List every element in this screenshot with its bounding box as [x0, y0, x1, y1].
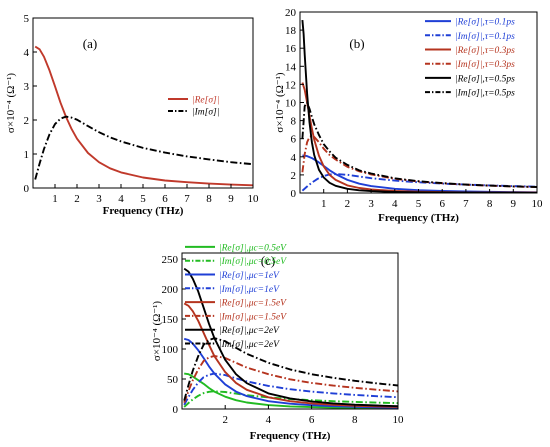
x-tick-label: 5 — [140, 193, 146, 205]
legend-label-6: |Re[σ]|,μc=2eV — [219, 326, 280, 336]
y-tick-label: 12 — [285, 79, 296, 91]
legend-label-5: |Im[σ]|,τ=0.5ps — [455, 89, 515, 99]
x-tick-label: 7 — [463, 198, 469, 210]
series-line-5 — [301, 101, 537, 188]
plot-frame — [32, 17, 254, 189]
legend-label-4: |Re[σ]|,μc=1.5eV — [219, 299, 287, 309]
y-tick-label: 2 — [24, 115, 30, 127]
x-axis-label: Frequency (THz) — [250, 430, 331, 442]
legend: |Re[σ]|,τ=0.1ps |Im[σ]|,τ=0.1ps |Re[σ]|,τ=… — [425, 18, 515, 99]
series-line-7 — [183, 337, 398, 401]
legend-label-3: |Im[σ]|,μc=1eV — [219, 285, 280, 295]
legend: |Re[σ]|,μc=0.5eV |Im[σ]|,μc=0.5eV |Re[σ]|,… — [185, 243, 287, 350]
series-group — [34, 45, 253, 187]
x-tick-label: 1 — [52, 193, 58, 205]
panel-label: (c) — [261, 253, 275, 268]
series-group — [183, 267, 398, 409]
legend-label-3: |Im[σ]|,τ=0.3ps — [455, 60, 515, 70]
x-tick-label: 3 — [96, 193, 102, 205]
legend-label-4: |Re[σ]|,τ=0.5ps — [455, 74, 515, 84]
series-line-4 — [183, 302, 398, 408]
legend-label-1: |Im[σ]|,μc=0.5eV — [219, 257, 287, 267]
plot-frame — [181, 252, 399, 410]
y-tick-label: 4 — [24, 47, 30, 59]
panel-label: (b) — [349, 36, 364, 51]
legend-label-7: |Im[σ]|,μc=2eV — [219, 340, 280, 350]
x-tick-label: 6 — [439, 198, 445, 210]
series-line-6 — [183, 267, 398, 408]
legend-label-0: |Re[σ]|,μc=0.5eV — [219, 243, 287, 253]
legend-label-5: |Im[σ]|,μc=1.5eV — [219, 312, 287, 322]
x-tick-label: 2 — [345, 198, 351, 210]
series-line-1 — [183, 390, 398, 408]
y-tick-label: 0 — [173, 404, 179, 416]
y-tick-label: 0 — [24, 183, 30, 195]
y-tick-label: 150 — [162, 314, 179, 326]
x-tick-label: 3 — [368, 198, 374, 210]
series-line-3 — [301, 135, 537, 189]
x-tick-label: 4 — [266, 414, 272, 426]
x-tick-label: 9 — [511, 198, 517, 210]
series-line-5 — [183, 354, 398, 404]
y-tick-label: 200 — [162, 284, 179, 296]
y-tick-label: 16 — [285, 43, 297, 55]
y-axis-label: σ×10⁻⁴ (Ω⁻¹) — [151, 301, 163, 361]
y-tick-label: 4 — [291, 152, 297, 164]
y-tick-label: 2 — [291, 170, 297, 182]
series-line-2 — [183, 337, 398, 409]
series-line-1 — [34, 115, 253, 180]
legend-label-1: |Im[σ]| — [192, 108, 219, 118]
y-tick-label: 10 — [285, 98, 297, 110]
series-line-3 — [183, 372, 398, 406]
x-tick-label: 4 — [392, 198, 398, 210]
x-axis-label: Frequency (THz) — [103, 205, 184, 217]
y-tick-label: 1 — [24, 149, 30, 161]
y-tick-label: 50 — [167, 374, 179, 386]
x-tick-label: 8 — [352, 414, 358, 426]
y-tick-label: 14 — [285, 61, 297, 73]
legend: |Re[σ]| |Im[σ]| — [168, 96, 219, 118]
legend-label-2: |Re[σ]|,μc=1eV — [219, 271, 280, 281]
legend-label-2: |Re[σ]|,τ=0.3ps — [455, 46, 515, 56]
x-tick-label: 4 — [118, 193, 124, 205]
series-line-0 — [184, 372, 398, 409]
x-tick-label: 10 — [532, 198, 544, 210]
x-tick-label: 9 — [228, 193, 234, 205]
y-axis-label: σ×10⁻⁴ (Ω⁻¹) — [5, 73, 17, 133]
y-tick-label: 0 — [291, 188, 297, 200]
y-tick-label: 20 — [285, 7, 297, 19]
y-tick-label: 5 — [24, 13, 30, 25]
legend-label-1: |Im[σ]|,τ=0.1ps — [455, 32, 515, 42]
x-axis-label: Frequency (THz) — [378, 212, 459, 224]
x-tick-label: 6 — [162, 193, 168, 205]
x-tick-label: 10 — [393, 414, 405, 426]
legend-label-0: |Re[σ]| — [192, 96, 219, 106]
x-tick-label: 2 — [74, 193, 80, 205]
y-tick-label: 3 — [24, 81, 30, 93]
x-tick-label: 8 — [487, 198, 493, 210]
y-tick-label: 250 — [162, 254, 179, 266]
panel-label: (a) — [83, 36, 97, 51]
x-tick-label: 10 — [248, 193, 260, 205]
legend-label-0: |Re[σ]|,τ=0.1ps — [455, 18, 515, 28]
y-tick-label: 100 — [162, 344, 179, 356]
x-tick-label: 8 — [206, 193, 212, 205]
y-tick-label: 8 — [291, 116, 297, 128]
x-tick-label: 2 — [222, 414, 228, 426]
y-tick-label: 18 — [285, 25, 297, 37]
x-tick-label: 6 — [309, 414, 315, 426]
x-tick-label: 1 — [321, 198, 327, 210]
x-tick-label: 5 — [416, 198, 422, 210]
x-tick-label: 7 — [184, 193, 190, 205]
y-axis-label: σ×10⁻⁴ (Ω⁻¹) — [274, 72, 286, 132]
series-line-0 — [34, 45, 253, 187]
y-tick-label: 6 — [291, 134, 297, 146]
